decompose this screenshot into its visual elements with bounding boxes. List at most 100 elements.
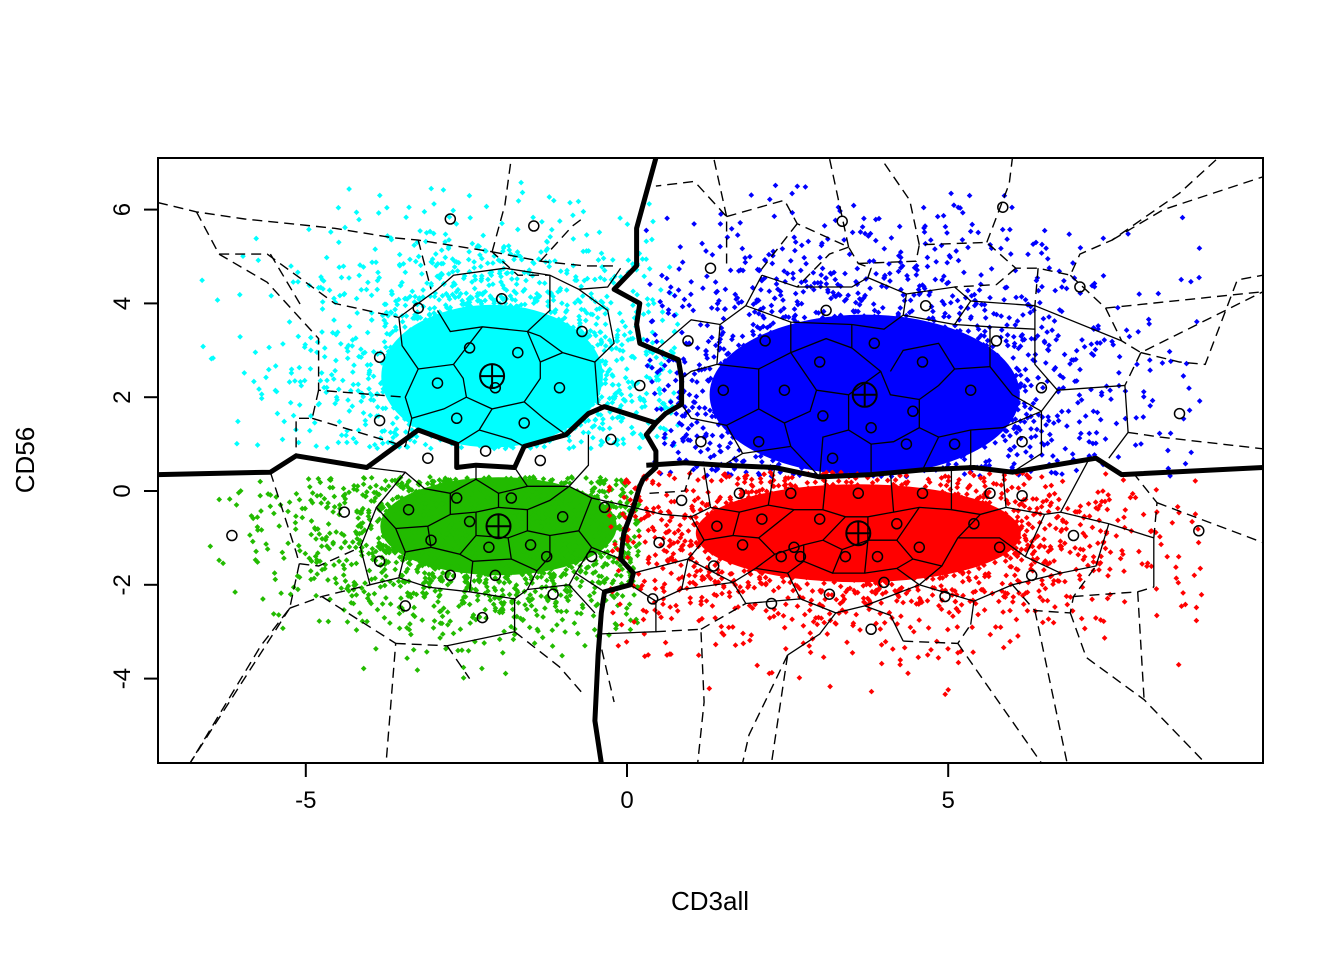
- data-point: [279, 436, 286, 443]
- data-point: [1082, 413, 1089, 419]
- data-point: [390, 404, 397, 411]
- data-point: [496, 636, 503, 643]
- data-point: [412, 258, 419, 265]
- data-point: [1135, 328, 1142, 335]
- data-point: [597, 329, 604, 336]
- data-point: [897, 305, 904, 311]
- data-point: [602, 310, 609, 317]
- data-point: [298, 382, 305, 389]
- data-point: [1186, 385, 1192, 392]
- data-point: [766, 251, 772, 258]
- data-point: [772, 182, 779, 189]
- data-point: [610, 381, 616, 388]
- data-point: [307, 568, 314, 574]
- data-point: [476, 442, 483, 449]
- data-point: [446, 315, 452, 321]
- data-point: [1048, 437, 1055, 443]
- data-point: [381, 614, 388, 621]
- data-point: [321, 384, 327, 391]
- data-point: [551, 337, 558, 344]
- data-point: [426, 398, 433, 405]
- data-point: [425, 355, 432, 362]
- data-point: [387, 620, 393, 626]
- data-point: [992, 439, 999, 446]
- data-point: [390, 434, 397, 441]
- data-point: [1166, 348, 1173, 355]
- data-point: [857, 229, 864, 235]
- data-point: [421, 353, 427, 359]
- data-point: [792, 239, 799, 245]
- data-point: [383, 573, 389, 579]
- data-point: [1038, 250, 1045, 256]
- data-point: [482, 297, 488, 304]
- data-point: [602, 321, 609, 328]
- data-point: [766, 196, 773, 203]
- data-point: [276, 523, 283, 529]
- data-point: [448, 367, 455, 373]
- data-point: [1042, 360, 1049, 366]
- data-point: [514, 316, 521, 322]
- data-point: [1037, 299, 1043, 306]
- data-point: [556, 218, 563, 224]
- data-point: [849, 229, 856, 236]
- data-point: [258, 508, 264, 514]
- data-point: [480, 435, 487, 442]
- data-point: [1010, 333, 1017, 340]
- data-point: [258, 395, 265, 402]
- data-point: [256, 386, 262, 392]
- data-point: [572, 299, 578, 306]
- data-point: [358, 346, 364, 353]
- data-point: [344, 439, 350, 446]
- data-point: [458, 444, 465, 451]
- data-point: [326, 287, 333, 294]
- data-point: [588, 311, 594, 318]
- data-point: [1149, 397, 1156, 404]
- data-point: [533, 426, 540, 433]
- data-point: [748, 192, 755, 198]
- data-point: [412, 293, 418, 300]
- data-point: [1132, 442, 1139, 448]
- data-point: [421, 570, 428, 576]
- data-point: [335, 439, 342, 446]
- data-point: [308, 531, 315, 538]
- data-point: [955, 257, 962, 264]
- data-point: [561, 315, 568, 321]
- data-point: [1073, 467, 1080, 474]
- data-point: [267, 503, 274, 510]
- data-point: [1025, 352, 1032, 358]
- data-point: [653, 354, 660, 361]
- data-point: [388, 309, 395, 316]
- data-point: [509, 425, 516, 432]
- data-point: [817, 254, 823, 261]
- data-point: [588, 290, 595, 297]
- data-point: [333, 580, 340, 587]
- data-point: [402, 295, 409, 302]
- data-point: [953, 248, 960, 254]
- data-point: [679, 259, 686, 266]
- data-point: [1052, 287, 1059, 294]
- data-point: [430, 319, 437, 326]
- data-point: [330, 509, 336, 515]
- data-point: [419, 403, 426, 410]
- data-point: [524, 359, 531, 366]
- data-point: [336, 264, 343, 271]
- data-point: [802, 184, 809, 190]
- data-point: [389, 390, 396, 397]
- data-points: [199, 179, 1205, 698]
- data-point: [398, 595, 404, 602]
- data-point: [600, 255, 607, 262]
- data-point: [623, 366, 630, 372]
- data-point: [368, 317, 375, 323]
- data-point: [469, 279, 475, 285]
- data-point: [510, 317, 517, 324]
- data-point: [290, 412, 297, 419]
- data-point: [1156, 430, 1163, 437]
- data-point: [368, 474, 375, 481]
- data-point: [1097, 416, 1104, 423]
- data-point: [870, 301, 877, 307]
- data-point: [867, 285, 873, 292]
- data-point: [556, 364, 562, 371]
- data-point: [541, 280, 548, 287]
- data-point: [325, 618, 332, 625]
- data-point: [594, 314, 601, 321]
